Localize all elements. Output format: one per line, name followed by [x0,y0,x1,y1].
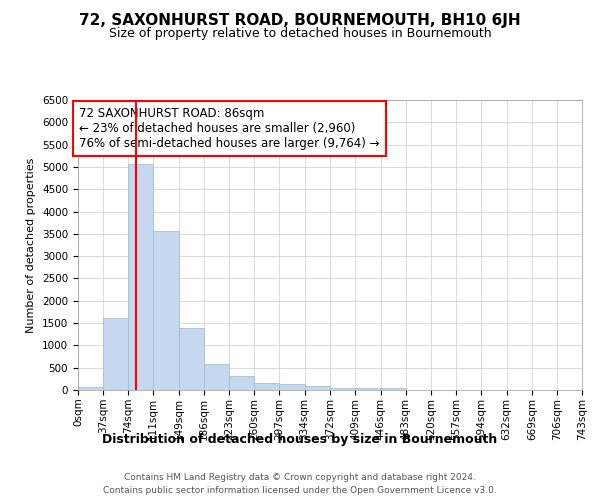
Bar [229,376,254,390]
Bar [331,388,355,390]
Bar [204,364,229,390]
Text: Contains HM Land Registry data © Crown copyright and database right 2024.: Contains HM Land Registry data © Crown c… [124,472,476,482]
Bar [380,388,406,390]
Bar [355,388,380,390]
Text: Size of property relative to detached houses in Bournemouth: Size of property relative to detached ho… [109,28,491,40]
Bar [103,318,128,390]
Text: 72 SAXONHURST ROAD: 86sqm
← 23% of detached houses are smaller (2,960)
76% of se: 72 SAXONHURST ROAD: 86sqm ← 23% of detac… [79,106,380,150]
Text: Contains public sector information licensed under the Open Government Licence v3: Contains public sector information licen… [103,486,497,495]
Bar [305,386,331,390]
Bar [78,386,103,390]
Bar [179,328,204,390]
Bar [254,383,280,390]
Bar [153,230,179,390]
Text: Distribution of detached houses by size in Bournemouth: Distribution of detached houses by size … [103,432,497,446]
Bar [280,384,305,390]
Y-axis label: Number of detached properties: Number of detached properties [26,158,37,332]
Text: 72, SAXONHURST ROAD, BOURNEMOUTH, BH10 6JH: 72, SAXONHURST ROAD, BOURNEMOUTH, BH10 6… [79,12,521,28]
Bar [128,164,153,390]
